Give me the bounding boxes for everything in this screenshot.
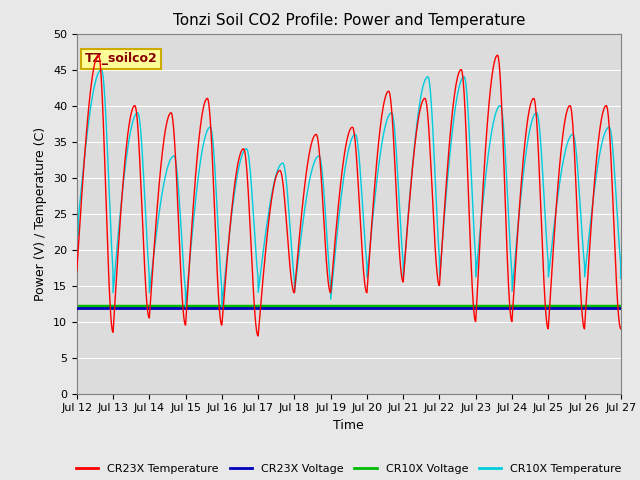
Text: TZ_soilco2: TZ_soilco2 (85, 52, 157, 65)
X-axis label: Time: Time (333, 419, 364, 432)
Title: Tonzi Soil CO2 Profile: Power and Temperature: Tonzi Soil CO2 Profile: Power and Temper… (173, 13, 525, 28)
Legend: CR23X Temperature, CR23X Voltage, CR10X Voltage, CR10X Temperature: CR23X Temperature, CR23X Voltage, CR10X … (72, 459, 626, 478)
Y-axis label: Power (V) / Temperature (C): Power (V) / Temperature (C) (35, 127, 47, 300)
